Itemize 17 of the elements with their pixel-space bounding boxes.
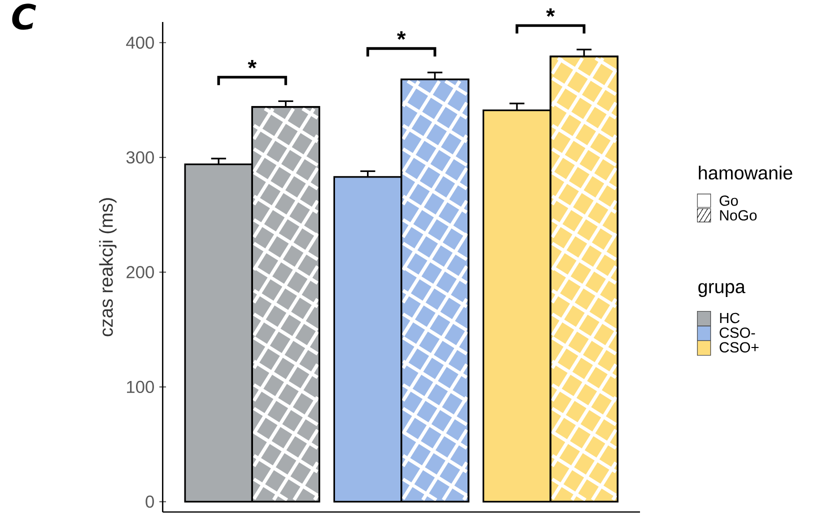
text: *: [546, 8, 555, 17]
text: CSO+: [720, 342, 759, 353]
text: CSO-: [720, 327, 755, 338]
text: HC: [720, 312, 740, 324]
legend-label: Go: [720, 195, 738, 206]
y-axis-title: czas reakcji (ms): [99, 198, 117, 336]
annotation: *: [248, 60, 257, 68]
y-tick-label: 0: [146, 496, 154, 508]
legend-label: NoGo: [720, 210, 757, 221]
annotation: *: [396, 31, 406, 40]
text: grupa: [698, 283, 746, 297]
y-tick-label: 200: [126, 266, 154, 278]
y-tick-label: 100: [127, 380, 154, 394]
legend-title: hamowanie: [698, 166, 792, 180]
y-tick-label: 300: [126, 151, 154, 164]
y-tick-label: 400: [126, 36, 154, 49]
text: C: [12, 4, 36, 30]
